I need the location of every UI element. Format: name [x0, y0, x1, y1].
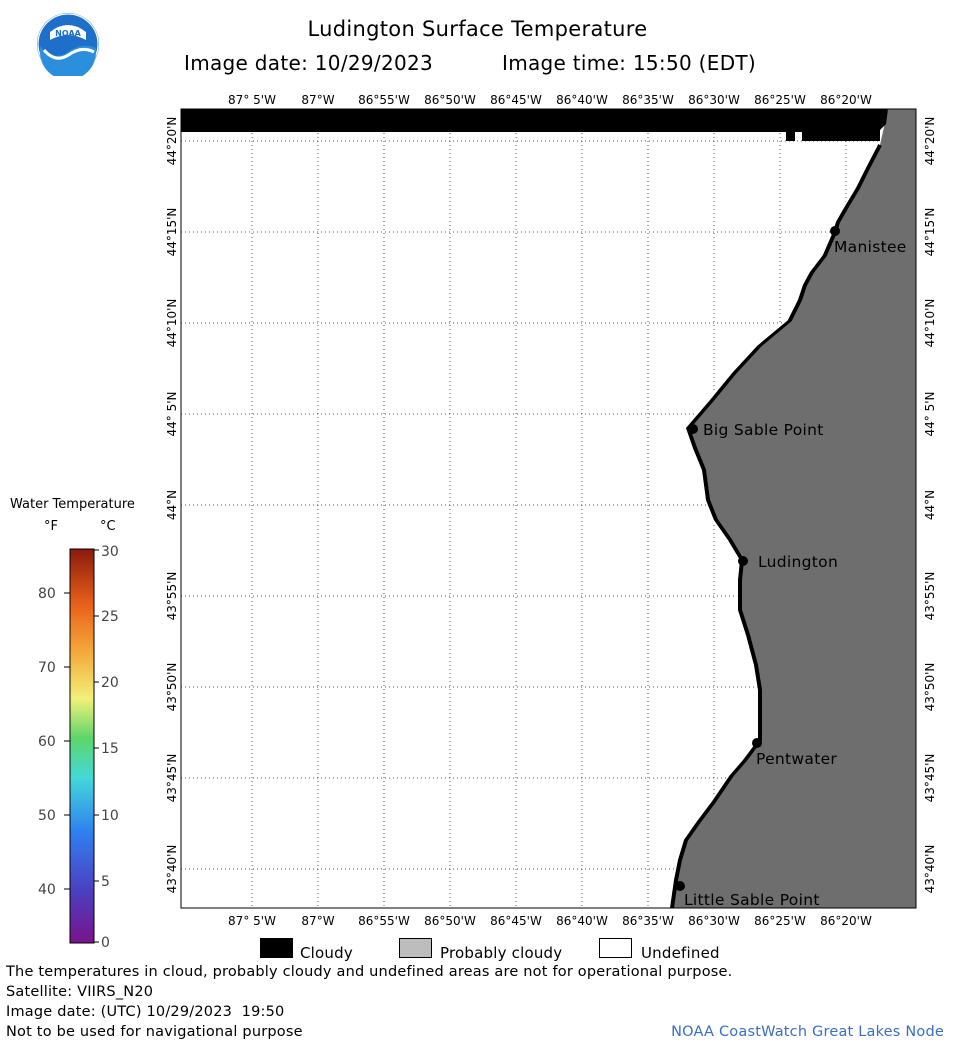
lat-label-right: 44° 5'N: [923, 392, 937, 437]
lon-label-bottom: 86°50'W: [424, 914, 476, 928]
place-marker: [752, 738, 762, 748]
lat-label-left: 44°15'N: [165, 208, 179, 257]
place-marker: [830, 226, 840, 236]
map-frame: [180, 108, 917, 909]
lon-label-bottom: 86°20'W: [820, 914, 872, 928]
legend-unit-f: °F: [44, 519, 58, 534]
lat-label-left: 44°N: [165, 490, 179, 520]
lat-label-right: 44°15'N: [923, 208, 937, 257]
legend-c-tick: 15: [101, 741, 119, 757]
lat-label-left: 44°10'N: [165, 299, 179, 348]
legend-swatch-probably-cloudy: [399, 938, 432, 958]
lon-label-bottom: 86°45'W: [490, 914, 542, 928]
footer-credit: NOAA CoastWatch Great Lakes Node: [671, 1024, 944, 1040]
place-markers: Manistee Big Sable Point Ludington Pentw…: [675, 226, 907, 909]
lon-label-bottom: 86°35'W: [622, 914, 674, 928]
lon-label-top: 86°55'W: [358, 93, 410, 107]
land-area: [672, 109, 916, 908]
lon-label-top: 86°50'W: [424, 93, 476, 107]
lon-label-bottom: 86°40'W: [556, 914, 608, 928]
place-label-big-sable-point: Big Sable Point: [703, 421, 824, 439]
legend-label-probably-cloudy: Probably cloudy: [440, 944, 563, 962]
lon-label-top: 86°45'W: [490, 93, 542, 107]
place-label-pentwater: Pentwater: [756, 750, 837, 768]
lat-label-left: 43°50'N: [165, 663, 179, 712]
lat-label-right: 43°45'N: [923, 754, 937, 803]
lat-label-right: 44°10'N: [923, 299, 937, 348]
legend-swatch-undefined: [599, 938, 632, 958]
lat-label-left: 44° 5'N: [165, 392, 179, 437]
cloud-band: [181, 109, 888, 141]
footer-satellite: Satellite: VIIRS_N20: [6, 984, 154, 1000]
lat-label-left: 44°20'N: [165, 117, 179, 166]
footer-disclaimer: Not to be used for navigational purpose: [6, 1024, 303, 1040]
place-label-little-sable-point: Little Sable Point: [684, 891, 820, 909]
lat-label-left: 43°40'N: [165, 845, 179, 894]
lon-label-top: 86°40'W: [556, 93, 608, 107]
lon-label-top: 87°W: [301, 93, 334, 107]
legend-swatch-cloudy: [260, 938, 293, 958]
lon-label-bottom: 87°W: [301, 914, 334, 928]
place-marker: [675, 881, 685, 891]
legend-f-tick: 40: [38, 882, 56, 898]
legend-f-tick: 60: [38, 734, 56, 750]
legend-c-tick: 5: [101, 874, 110, 890]
legend-label-undefined: Undefined: [641, 944, 720, 962]
legend-c-tick: 0: [101, 935, 110, 951]
legend-title: Water Temperature: [10, 497, 135, 512]
legend-unit-c: °C: [100, 519, 116, 534]
place-marker: [738, 556, 748, 566]
image-date: Image date: 10/29/2023: [184, 51, 434, 75]
temperature-color-bar: [70, 549, 94, 943]
lon-label-top: 86°25'W: [754, 93, 806, 107]
lat-label-left: 43°45'N: [165, 754, 179, 803]
legend-c-tick: 25: [101, 609, 119, 625]
lon-label-top: 87° 5'W: [228, 93, 276, 107]
footer-utc-date: Image date: (UTC) 10/29/2023 19:50: [6, 1004, 285, 1020]
lat-label-left: 43°55'N: [165, 572, 179, 621]
legend-f-tick: 70: [38, 660, 56, 676]
logo-text: NOAA: [55, 29, 81, 38]
image-time: Image time: 15:50 (EDT): [502, 51, 757, 75]
lat-label-right: 44°20'N: [923, 117, 937, 166]
legend-c-tick: 10: [101, 808, 119, 824]
lon-label-bottom: 87° 5'W: [228, 914, 276, 928]
lon-label-bottom: 86°55'W: [358, 914, 410, 928]
footer-note: The temperatures in cloud, probably clou…: [6, 964, 733, 980]
lat-label-right: 43°40'N: [923, 845, 937, 894]
legend-f-tick: 80: [38, 586, 56, 602]
place-label-manistee: Manistee: [834, 238, 907, 256]
lat-label-right: 43°55'N: [923, 572, 937, 621]
lat-label-right: 43°50'N: [923, 663, 937, 712]
map-title: Ludington Surface Temperature: [307, 17, 648, 41]
coastline: [670, 144, 882, 909]
lat-label-right: 44°N: [923, 490, 937, 520]
legend-f-tick: 50: [38, 808, 56, 824]
lon-label-bottom: 86°30'W: [688, 914, 740, 928]
legend-label-cloudy: Cloudy: [300, 944, 353, 962]
legend-c-tick: 30: [101, 544, 119, 560]
lon-label-top: 86°35'W: [622, 93, 674, 107]
legend-c-tick: 20: [101, 675, 119, 691]
place-marker: [688, 424, 698, 434]
color-bar-ticks: [64, 549, 99, 943]
lon-label-top: 86°30'W: [688, 93, 740, 107]
place-label-ludington: Ludington: [758, 553, 838, 571]
noaa-logo: NOAA: [37, 13, 99, 76]
lon-label-bottom: 86°25'W: [754, 914, 806, 928]
lon-label-top: 86°20'W: [820, 93, 872, 107]
